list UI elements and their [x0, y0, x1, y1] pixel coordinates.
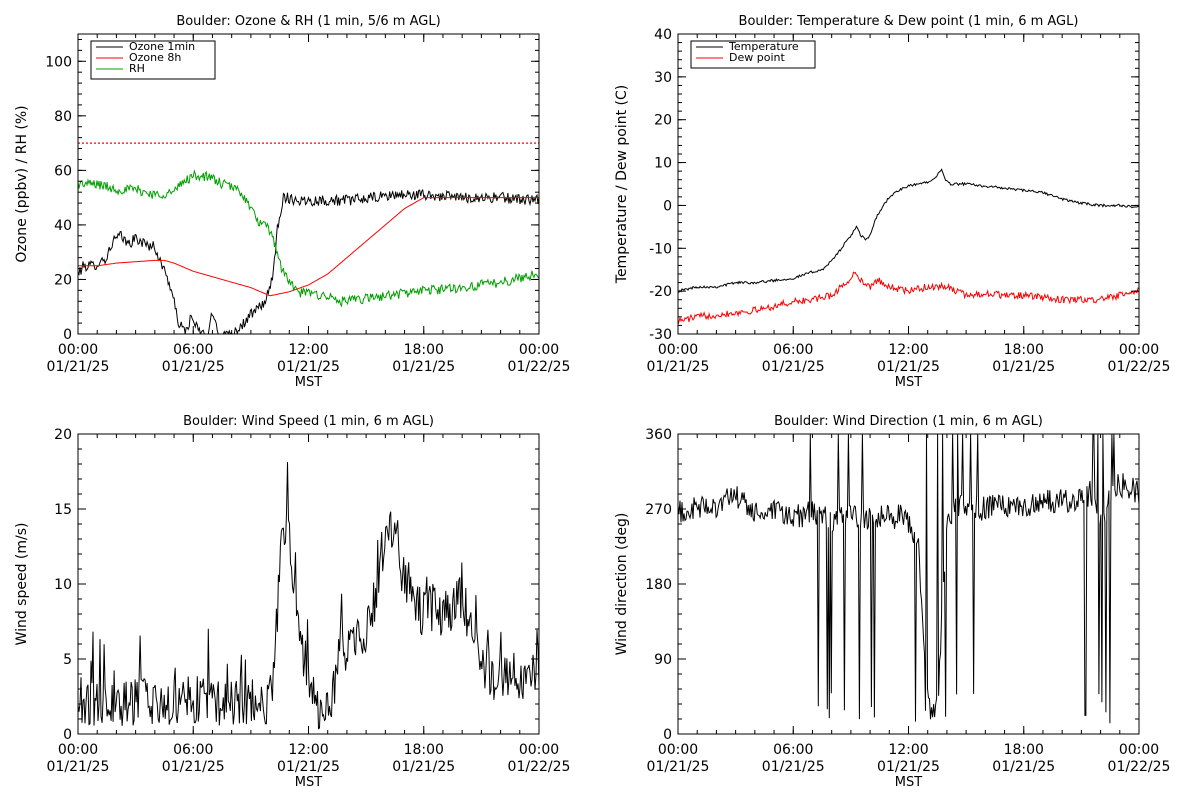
x-tick-date: 01/22/25 — [508, 359, 571, 375]
y-axis-label: Temperature / Dew point (C) — [614, 85, 630, 284]
y-tick-label: -30 — [649, 327, 672, 343]
legend-label: RH — [129, 62, 145, 75]
x-tick-time: 06:00 — [773, 742, 813, 758]
chart-panel-temp-dew: Boulder: Temperature & Dew point (1 min,… — [614, 14, 1170, 390]
y-tick-label: 80 — [54, 109, 72, 125]
y-tick-label: 40 — [54, 218, 72, 234]
x-axis-label: MST — [895, 375, 922, 390]
x-axis-label: MST — [295, 375, 322, 390]
series-line-ozone-1min — [78, 188, 539, 334]
x-tick-date: 01/21/25 — [47, 759, 110, 775]
y-tick-label: 360 — [645, 427, 672, 443]
x-tick-date: 01/22/25 — [508, 759, 571, 775]
legend-label: Temperature — [728, 40, 799, 53]
y-axis-label: Ozone (ppbv) / RH (%) — [14, 105, 30, 262]
x-tick-date: 01/21/25 — [392, 359, 455, 375]
x-tick-date: 01/21/25 — [392, 759, 455, 775]
plot-frame — [677, 433, 1140, 735]
x-tick-time: 00:00 — [658, 742, 698, 758]
y-tick-label: 10 — [654, 156, 672, 172]
x-tick-date: 01/21/25 — [992, 359, 1055, 375]
x-tick-time: 18:00 — [1004, 742, 1044, 758]
x-tick-date: 01/22/25 — [1108, 359, 1171, 375]
chart-panel-wind-direction: Boulder: Wind Direction (1 min, 6 m AGL)… — [614, 414, 1170, 790]
x-tick-time: 00:00 — [1119, 342, 1159, 358]
x-tick-time: 00:00 — [1119, 742, 1159, 758]
y-tick-label: 5 — [63, 652, 72, 668]
y-tick-label: 0 — [63, 327, 72, 343]
chart-title: Boulder: Wind Direction (1 min, 6 m AGL) — [774, 414, 1043, 429]
x-tick-time: 18:00 — [404, 742, 444, 758]
series-line-temperature — [678, 168, 1139, 293]
y-tick-label: 270 — [645, 502, 672, 518]
series-line-rh — [78, 169, 539, 308]
legend-label: Ozone 1min — [129, 40, 195, 53]
y-tick-label: 10 — [54, 577, 72, 593]
x-tick-date: 01/21/25 — [992, 759, 1055, 775]
series-line-ozone-8h — [78, 197, 539, 297]
legend-label: Dew point — [729, 51, 785, 64]
legend-box — [690, 40, 816, 69]
x-tick-date: 01/21/25 — [277, 359, 340, 375]
x-tick-time: 12:00 — [888, 342, 928, 358]
y-tick-label: 15 — [54, 502, 72, 518]
x-tick-date: 01/21/25 — [877, 759, 940, 775]
y-tick-label: 180 — [645, 577, 672, 593]
chart-title: Boulder: Wind Speed (1 min, 6 m AGL) — [183, 414, 434, 429]
series-line-dew-point — [678, 271, 1139, 325]
y-tick-label: -20 — [649, 284, 672, 300]
x-tick-date: 01/21/25 — [277, 759, 340, 775]
x-tick-date: 01/21/25 — [647, 359, 710, 375]
plot-frame — [677, 33, 1140, 335]
series-line-data — [678, 434, 1139, 724]
y-tick-label: 0 — [663, 198, 672, 214]
y-tick-label: 60 — [54, 163, 72, 179]
y-tick-label: 0 — [63, 727, 72, 743]
series-line-data — [78, 462, 539, 730]
x-axis-label: MST — [295, 775, 322, 790]
x-tick-time: 00:00 — [519, 342, 559, 358]
y-tick-label: 100 — [45, 54, 72, 70]
y-tick-label: 0 — [663, 727, 672, 743]
x-tick-date: 01/21/25 — [877, 359, 940, 375]
x-tick-date: 01/21/25 — [162, 359, 225, 375]
x-tick-date: 01/21/25 — [47, 359, 110, 375]
x-tick-time: 00:00 — [58, 342, 98, 358]
x-tick-time: 00:00 — [519, 742, 559, 758]
x-tick-time: 12:00 — [288, 742, 328, 758]
x-tick-time: 06:00 — [173, 342, 213, 358]
legend-label: Ozone 8h — [129, 51, 181, 64]
x-tick-date: 01/21/25 — [762, 759, 825, 775]
y-tick-label: 20 — [54, 272, 72, 288]
y-tick-label: 20 — [54, 427, 72, 443]
y-axis-label: Wind direction (deg) — [614, 513, 630, 656]
y-tick-label: -10 — [649, 241, 672, 257]
y-tick-label: 30 — [654, 70, 672, 86]
x-tick-date: 01/21/25 — [647, 759, 710, 775]
chart-title: Boulder: Temperature & Dew point (1 min,… — [739, 14, 1079, 29]
y-tick-label: 40 — [654, 27, 672, 43]
x-tick-date: 01/21/25 — [162, 759, 225, 775]
chart-panel-ozone-rh: Boulder: Ozone & RH (1 min, 5/6 m AGL) 0 2… — [14, 14, 570, 390]
x-tick-time: 00:00 — [58, 742, 98, 758]
x-tick-time: 00:00 — [658, 342, 698, 358]
y-tick-label: 20 — [654, 113, 672, 129]
x-tick-date: 01/22/25 — [1108, 759, 1171, 775]
y-tick-label: 90 — [654, 652, 672, 668]
x-tick-time: 18:00 — [1004, 342, 1044, 358]
x-axis-label: MST — [895, 775, 922, 790]
chart-panel-wind-speed: Boulder: Wind Speed (1 min, 6 m AGL) 0 5 10… — [14, 414, 570, 790]
x-tick-time: 06:00 — [173, 742, 213, 758]
x-tick-time: 12:00 — [888, 742, 928, 758]
x-tick-time: 06:00 — [773, 342, 813, 358]
y-axis-label: Wind speed (m/s) — [14, 523, 30, 646]
x-tick-time: 18:00 — [404, 342, 444, 358]
chart-title: Boulder: Ozone & RH (1 min, 5/6 m AGL) — [176, 14, 440, 29]
x-tick-time: 12:00 — [288, 342, 328, 358]
x-tick-date: 01/21/25 — [762, 359, 825, 375]
